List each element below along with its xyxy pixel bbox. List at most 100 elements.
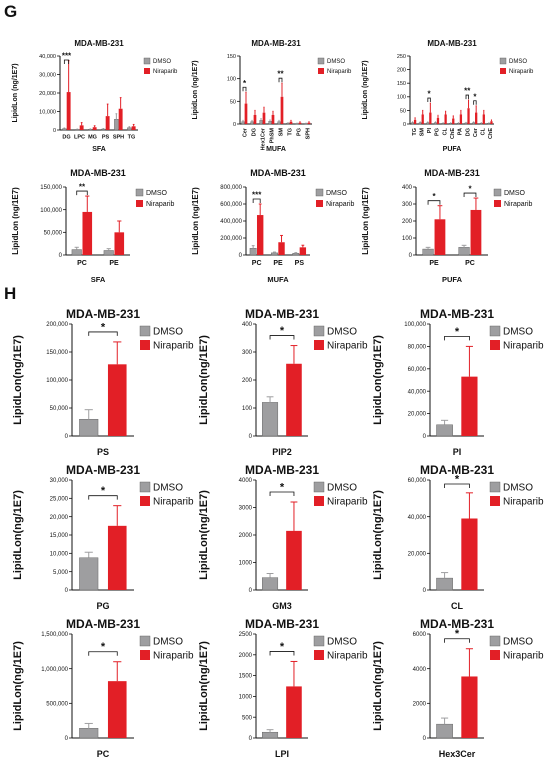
bar-niraparib-gm3 — [286, 530, 302, 590]
bar-niraparib-pi — [461, 376, 478, 436]
y-tick-label: 1000 — [239, 695, 253, 701]
bar-dmso-pi — [436, 424, 453, 437]
y-tick-label: 0 — [65, 434, 69, 440]
significance-label: * — [280, 641, 285, 653]
y-tick-label: 2000 — [413, 701, 427, 707]
significance-label: ** — [277, 70, 284, 79]
significance-label: * — [101, 641, 106, 653]
significance-bracket — [63, 59, 70, 64]
chart-4: MDA-MB-231 0 200,000 400,000 600,000 800,000 L… — [191, 168, 355, 284]
legend-swatch-dmso — [313, 481, 325, 493]
legend-label-dmso: DMSO — [326, 190, 348, 197]
y-axis-label: LipidLon(ng/1E7) — [198, 641, 210, 731]
y-tick-label: 0 — [249, 434, 253, 440]
legend-label-dmso: DMSO — [153, 59, 171, 65]
x-axis-label: PUFA — [443, 146, 462, 153]
x-tick-label: PI — [427, 128, 433, 134]
bar-dmso-cl — [436, 577, 453, 591]
bar-dmso-sm — [418, 122, 422, 125]
significance-label: ** — [464, 87, 471, 96]
y-tick-label: 100,000 — [40, 208, 62, 214]
legend-swatch-dmso — [139, 481, 151, 493]
significance-label: * — [280, 482, 285, 494]
y-tick-label: 800,000 — [220, 185, 242, 191]
chart-1: MDA-MB-231 0 50 100 150 LipidLon (ng/1E7) Cer *… — [192, 39, 352, 153]
chart-7: MDA-MB-231 0 100 200 300 400 LipidLon(ng/1E7) *… — [198, 307, 368, 457]
significance-label: * — [243, 79, 247, 88]
x-axis-label: SFA — [91, 275, 106, 284]
bar-niraparib-cer — [244, 103, 248, 124]
legend-swatch-niraparib — [314, 496, 324, 506]
legend-swatch-dmso — [135, 188, 144, 197]
y-tick-label: 40,000 — [39, 54, 56, 60]
bar-dmso-gm3 — [262, 577, 279, 591]
legend-swatch-niraparib — [494, 200, 501, 207]
bar-niraparib-phsm — [271, 114, 275, 124]
x-tick-label: DG — [465, 128, 471, 136]
bar-dmso-sm — [277, 121, 281, 125]
chart-6: MDA-MB-231 0 50,000 100,000 150,000 200,000 Li… — [12, 307, 194, 457]
bar-niraparib-che — [490, 121, 493, 124]
x-tick-label: SM — [279, 128, 285, 137]
y-tick-label: 10,000 — [39, 109, 56, 115]
chart-title: MDA-MB-231 — [420, 463, 494, 477]
x-tick-label: ChE — [488, 128, 494, 139]
legend-label-niraparib: Niraparib — [327, 341, 368, 352]
significance-bracket — [88, 331, 118, 336]
bar-dmso-pa — [457, 122, 460, 125]
bar-dmso-pc — [458, 247, 470, 256]
x-tick-label: LPC — [74, 135, 85, 141]
bar-dmso-cl — [479, 122, 483, 125]
significance-bracket — [278, 77, 283, 83]
x-axis-label: Hex3Cer — [439, 749, 476, 759]
bar-niraparib-ps — [107, 364, 127, 436]
bar-dmso-pip2 — [262, 402, 279, 437]
bar-niraparib-pc — [256, 215, 264, 255]
bar-dmso-pe — [422, 248, 434, 256]
bar-dmso-pc — [79, 728, 99, 739]
x-tick-label: DG — [62, 135, 70, 141]
bar-dmso-che — [487, 122, 491, 125]
y-axis-label: LipidLon(ng/1E7) — [198, 490, 210, 580]
y-tick-label: 0 — [249, 588, 253, 594]
x-tick-label: PA — [458, 128, 464, 135]
significance-label: * — [432, 192, 436, 201]
bar-niraparib-ps — [105, 116, 110, 130]
y-tick-label: 100,000 — [404, 322, 426, 328]
bar-dmso-dg — [464, 122, 468, 125]
x-axis-label: LPI — [275, 749, 289, 759]
significance-label: ** — [79, 183, 86, 192]
bar-niraparib-pg — [107, 525, 127, 590]
y-tick-label: 60,000 — [408, 367, 427, 373]
legend-label-dmso: DMSO — [327, 483, 357, 494]
significance-label: *** — [252, 191, 262, 200]
significance-bracket — [252, 198, 261, 203]
bar-niraparib-pe — [278, 242, 285, 255]
x-axis-label: PC — [97, 749, 110, 759]
x-axis-label: PG — [96, 601, 109, 611]
chart-3: MDA-MB-231 0 50,000 100,000 150,000 LipidLon … — [11, 168, 175, 284]
y-tick-label: 100 — [242, 406, 253, 412]
chart-title: MDA-MB-231 — [66, 617, 140, 631]
bar-niraparib-tg — [131, 126, 136, 130]
bar-niraparib-hex1cer — [262, 112, 266, 124]
bar-dmso-sph — [114, 119, 119, 131]
x-tick-label: TG — [412, 128, 418, 136]
bar-dmso-sph — [304, 123, 308, 125]
bar-dmso-pi — [426, 122, 430, 125]
legend-label-dmso: DMSO — [327, 59, 345, 65]
y-axis-label: LipidLon(ng/1E7) — [12, 490, 24, 580]
y-tick-label: 50 — [230, 99, 236, 105]
bar-niraparib-lpi — [286, 686, 302, 738]
y-tick-label: 150 — [227, 54, 236, 60]
y-axis-label: LipidLon (ng/1E7) — [11, 187, 20, 255]
y-tick-label: 400 — [402, 185, 413, 191]
legend-label-niraparib: Niraparib — [153, 341, 194, 352]
chart-5: MDA-MB-231 0 100 200 300 400 LipidLon (ng/1E7)… — [361, 168, 533, 284]
y-tick-label: 0 — [409, 253, 413, 259]
legend-swatch-dmso — [317, 57, 325, 65]
bar-dmso-cer — [241, 121, 245, 125]
significance-bracket — [269, 651, 295, 656]
y-tick-label: 50,000 — [44, 230, 63, 236]
bar-dmso-lpi — [262, 731, 279, 739]
